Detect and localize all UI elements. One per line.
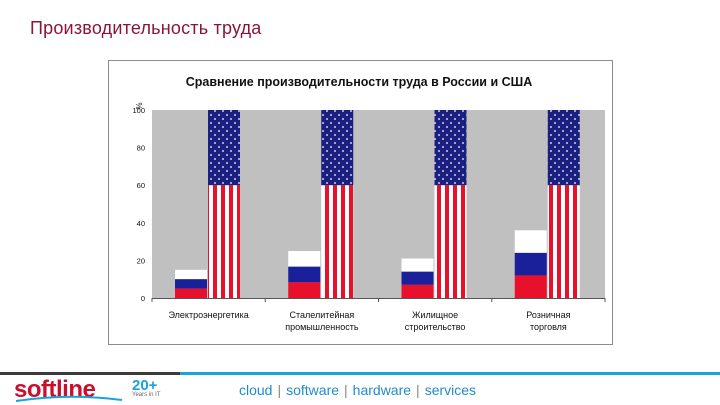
logo-swoosh-icon: [15, 395, 123, 402]
bar-russia-blue: [288, 266, 321, 283]
y-tick-label: 60: [137, 181, 145, 190]
bar-russia: [514, 230, 547, 298]
tagline-software: software: [286, 382, 340, 398]
tagline-hardware: hardware: [352, 382, 412, 398]
bar-russia: [288, 251, 321, 298]
y-tick-label: 80: [137, 144, 145, 153]
x-category-label: Жилищное строительство: [405, 310, 466, 332]
bar-usa-stars: [208, 110, 240, 186]
bar-usa: [547, 110, 580, 298]
x-category-label: Розничная торговля: [526, 310, 570, 332]
bar-russia-blue: [514, 252, 547, 276]
y-tick-label: 20: [137, 256, 145, 265]
x-category-label: Электроэнергетика: [168, 310, 248, 320]
bar-usa-stars: [434, 110, 467, 186]
bar-usa-stripes: [321, 185, 354, 298]
bar-russia-white: [514, 230, 547, 253]
bar-usa-stars: [321, 110, 354, 186]
bar-russia-white: [175, 269, 207, 280]
bar-russia-red: [401, 284, 434, 298]
softline-logo: softline 20+ Years in IT: [14, 376, 174, 403]
tagline-services: services: [424, 382, 477, 398]
y-tick-label: 0: [141, 294, 145, 303]
bar-russia: [175, 269, 207, 298]
bar-russia-red: [175, 288, 207, 298]
bar-usa: [434, 110, 467, 298]
bar-russia-blue: [175, 279, 207, 289]
bar-usa: [321, 110, 354, 298]
y-axis-unit: %: [135, 102, 144, 109]
footer-rule-dark: [0, 372, 180, 375]
tagline-cloud: cloud: [239, 382, 273, 398]
bar-russia-blue: [401, 271, 434, 285]
bar-usa-stripes: [547, 185, 580, 298]
chart-frame: Сравнение производительности труда в Рос…: [108, 60, 613, 345]
footer-rule-blue: [180, 372, 720, 375]
bar-usa-stripes: [208, 185, 240, 298]
footer-tagline: cloud | software | hardware | services: [239, 382, 477, 398]
bar-usa-stars: [547, 110, 580, 186]
logo-subtext: Years in IT: [132, 392, 161, 398]
bar-russia: [401, 258, 434, 298]
slide-title: Производительность труда: [30, 18, 262, 38]
bar-russia-white: [401, 258, 434, 272]
bar-russia-red: [288, 282, 321, 298]
bar-usa: [208, 110, 240, 298]
bar-usa-stripes: [434, 185, 467, 298]
y-tick-label: 100: [132, 106, 145, 115]
x-category-label: Сталелитейная промышленность: [285, 310, 359, 332]
y-tick-label: 40: [137, 219, 145, 228]
chart-title: Сравнение производительности труда в Рос…: [186, 75, 533, 89]
logo-badge: 20+: [132, 377, 158, 394]
bar-russia-white: [288, 251, 321, 267]
bar-russia-red: [514, 275, 547, 298]
chart: Сравнение производительности труда в Рос…: [132, 75, 606, 332]
